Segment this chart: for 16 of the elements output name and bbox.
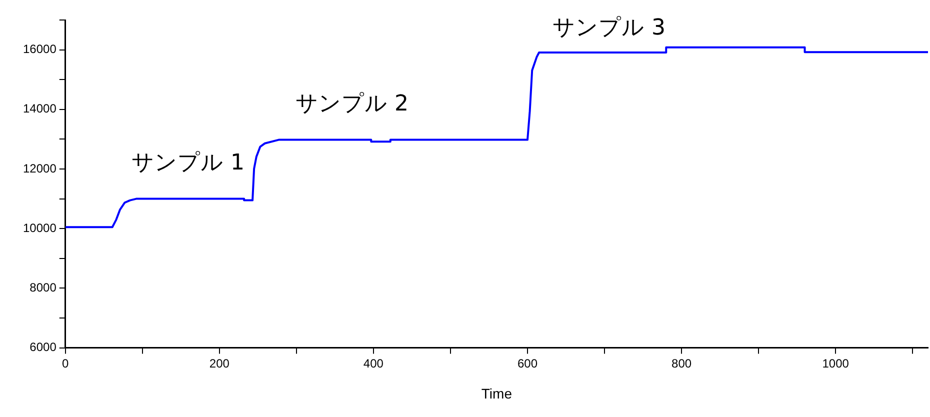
x-tick-label: 800 [672, 356, 692, 370]
annotation: サンプル 1 [132, 150, 244, 176]
x-tick-label: 1000 [822, 356, 850, 370]
y-tick-label: 16000 [22, 42, 57, 56]
y-tick-label: 6000 [30, 340, 57, 354]
y-tick-label: 10000 [22, 220, 57, 235]
x-tick-label: 400 [363, 356, 384, 370]
x-tick-label: 200 [209, 356, 230, 370]
y-tick-label: 14000 [22, 102, 57, 116]
x-axis-title: Time [481, 385, 512, 402]
y-tick-label: 8000 [30, 280, 57, 295]
annotation: サンプル 3 [552, 16, 666, 41]
annotation: サンプル 2 [296, 92, 408, 117]
x-tick-label: 600 [517, 356, 538, 370]
y-tick-label: 12000 [22, 161, 57, 176]
x-tick-label: 0 [62, 356, 70, 370]
